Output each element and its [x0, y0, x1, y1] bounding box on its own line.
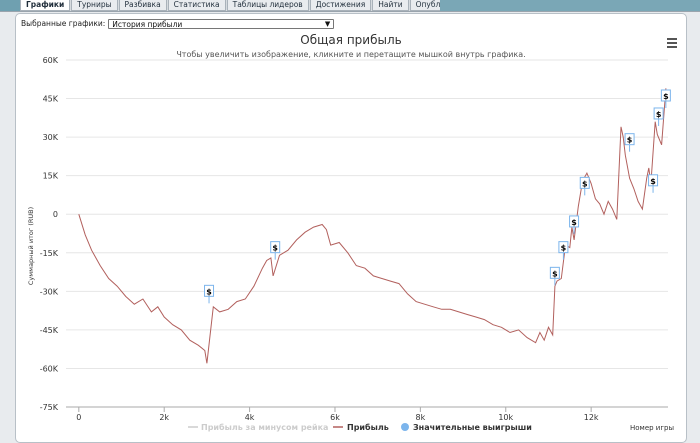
dollar-icon-box — [653, 107, 664, 120]
top-tab-bar: Графики Турниры Разбивка Статистика Табл… — [0, 0, 700, 12]
dollar-icon: $ — [571, 218, 577, 227]
dollar-icon-box — [569, 215, 580, 228]
chevron-down-icon: ▼ — [324, 19, 331, 28]
chart-select-value: История прибыли — [112, 19, 183, 29]
tab-breakdown[interactable]: Разбивка — [118, 0, 167, 11]
dollar-icon-box — [558, 241, 569, 254]
y-tick-label: 30K — [43, 133, 59, 142]
dollar-icon: $ — [656, 110, 662, 119]
series-line-profit[interactable] — [78, 88, 667, 364]
x-tick-label: 4k — [245, 413, 255, 422]
legend-dot-icon — [401, 423, 409, 431]
chart-gridlines — [66, 59, 668, 408]
y-tick-label: -75K — [40, 403, 59, 412]
dollar-icon-box — [648, 174, 659, 187]
legend-label-big-wins: Значительные выигрыши — [413, 423, 532, 432]
legend-item-profit[interactable]: Прибыль — [333, 422, 389, 432]
dollar-icon: $ — [272, 244, 278, 253]
dollar-icon-box — [624, 133, 635, 146]
legend-item-net-profit[interactable]: Прибыль за минусом рейка — [188, 422, 328, 432]
big-win-marker[interactable]: $ — [558, 241, 569, 260]
chart-panel: Выбранные графики: История прибыли ▼ 60K… — [15, 13, 687, 443]
big-win-marker[interactable]: $ — [579, 176, 590, 196]
dollar-icon-box — [660, 89, 671, 102]
big-win-marker[interactable]: $ — [270, 241, 281, 260]
big-win-marker[interactable]: $ — [569, 215, 580, 234]
tab-bar-fill — [440, 0, 700, 11]
dollar-icon: $ — [663, 92, 669, 101]
y-tick-label: -30K — [40, 287, 59, 296]
legend-item-big-wins[interactable]: Значительные выигрыши — [401, 423, 532, 432]
dollar-icon-box — [549, 266, 560, 279]
y-tick-label: -60K — [40, 364, 59, 373]
chart-menu-icon[interactable] — [664, 35, 680, 49]
tabs: Графики Турниры Разбивка Статистика Табл… — [20, 0, 479, 11]
dollar-icon: $ — [206, 287, 212, 296]
dollar-icon-box — [204, 284, 215, 297]
dollar-icon-box — [579, 176, 590, 189]
big-win-marker[interactable]: $ — [624, 133, 635, 152]
chart-legend: Прибыль за минусом рейка Прибыль Значите… — [188, 422, 532, 432]
x-axis-ticks: 0 2k 4k 6k 8k 10k 12k — [76, 407, 599, 422]
legend-label-net-profit: Прибыль за минусом рейка — [201, 422, 328, 432]
x-tick-label: 0 — [76, 413, 81, 422]
y-axis-ticks: 60K 45K 30K 15K 0 -15K -30K -45K -60K -75K — [40, 56, 59, 412]
big-win-marker[interactable]: $ — [653, 107, 664, 126]
y-tick-label: 15K — [43, 172, 59, 181]
x-axis-label: Номер игры — [630, 424, 674, 432]
chart-selector-row: Выбранные графики: История прибыли ▼ — [21, 18, 335, 29]
big-win-marker[interactable]: $ — [660, 89, 671, 108]
x-tick-label: 10k — [498, 413, 513, 422]
y-axis-label: Суммарный итог (RUB) — [27, 207, 35, 285]
x-tick-label: 6k — [330, 413, 340, 422]
dollar-icon: $ — [582, 179, 588, 188]
tab-find[interactable]: Найти — [372, 0, 409, 11]
y-tick-label: -15K — [40, 249, 59, 258]
y-tick-label: 45K — [43, 95, 59, 104]
dollar-icon: $ — [650, 177, 656, 186]
y-tick-label: 60K — [43, 56, 59, 65]
tab-leaderboards[interactable]: Таблицы лидеров — [226, 0, 309, 11]
tab-statistics[interactable]: Статистика — [167, 0, 226, 11]
legend-label-profit: Прибыль — [347, 422, 389, 432]
y-tick-label: 0 — [53, 210, 58, 219]
chart-selector-label: Выбранные графики: — [21, 19, 106, 28]
tab-bar-accent — [0, 0, 20, 11]
tab-graphs[interactable]: Графики — [20, 0, 71, 11]
dollar-icon: $ — [561, 244, 567, 253]
dollar-icon: $ — [552, 269, 558, 278]
tab-tournaments[interactable]: Турниры — [71, 0, 118, 11]
dollar-icon-box — [270, 241, 281, 254]
x-tick-label: 2k — [159, 413, 169, 422]
tab-achievements[interactable]: Достижения — [309, 0, 372, 11]
x-tick-label: 8k — [416, 413, 426, 422]
profit-chart[interactable]: 60K 45K 30K 15K 0 -15K -30K -45K -60K -75K 0 2k 4k 6… — [16, 14, 686, 442]
chart-select[interactable]: История прибыли ▼ — [108, 18, 335, 29]
y-tick-label: -45K — [40, 326, 59, 335]
big-win-marker[interactable]: $ — [648, 174, 659, 193]
dollar-icon: $ — [627, 136, 633, 145]
x-tick-label: 12k — [584, 413, 599, 422]
chart-subtitle: Чтобы увеличить изображение, кликните и … — [176, 50, 525, 59]
chart-title: Общая прибыль — [300, 33, 401, 47]
big-win-markers: $$$$$$$$$$ — [204, 89, 671, 304]
big-win-marker[interactable]: $ — [549, 266, 560, 286]
big-win-marker[interactable]: $ — [204, 284, 215, 304]
